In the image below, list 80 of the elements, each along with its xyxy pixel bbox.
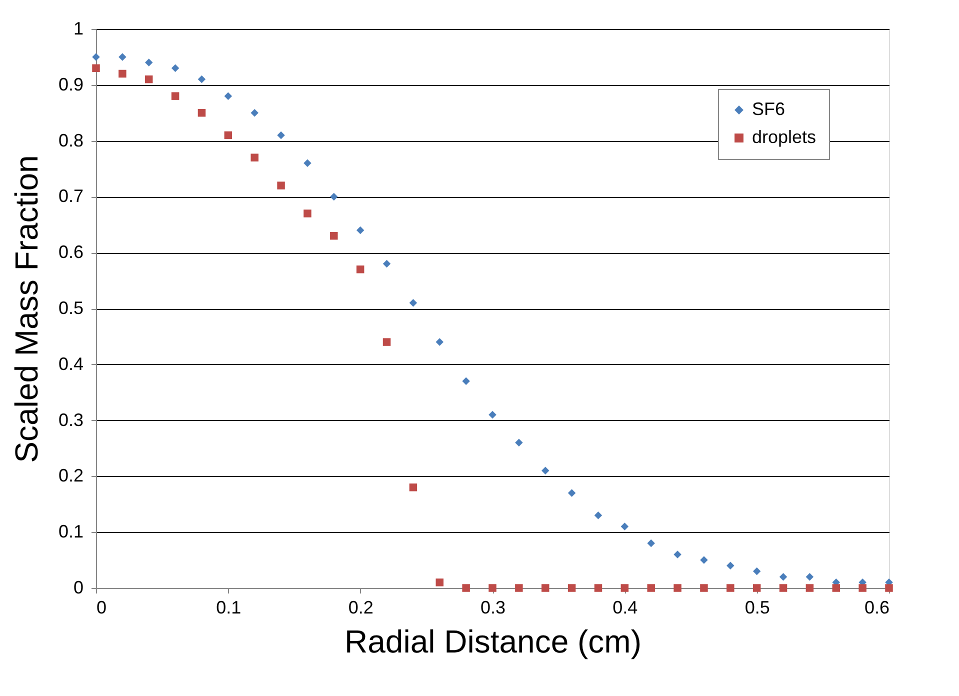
y-tick-label: 1 — [73, 18, 84, 38]
point — [171, 64, 180, 72]
y-tick-label: 0.2 — [58, 466, 84, 486]
point — [488, 410, 496, 419]
x-tick-label: 0 — [96, 598, 107, 618]
point — [674, 550, 682, 558]
y-tick-label: 0.5 — [58, 298, 84, 318]
point — [277, 131, 285, 140]
point — [198, 75, 206, 84]
point — [568, 584, 576, 592]
point — [647, 584, 655, 592]
point — [806, 572, 814, 581]
point — [541, 584, 550, 592]
point — [356, 226, 364, 234]
point — [726, 584, 734, 592]
point — [700, 584, 708, 592]
y-tick-label: 0.6 — [58, 242, 84, 262]
point — [594, 511, 602, 520]
point — [858, 584, 866, 592]
point — [171, 92, 180, 100]
x-tick-label: 0.5 — [744, 598, 770, 618]
point — [752, 584, 761, 592]
point — [488, 584, 496, 592]
point — [92, 53, 100, 61]
point — [594, 584, 602, 592]
point — [515, 438, 523, 447]
point — [144, 58, 153, 66]
point — [409, 484, 418, 492]
x-tick-label: 0.4 — [612, 598, 638, 618]
point — [806, 584, 814, 592]
point — [647, 539, 655, 548]
point — [700, 556, 708, 564]
point — [144, 75, 153, 84]
x-axis-title: Radial Distance (cm) — [344, 624, 642, 660]
y-tick-label: 0.7 — [58, 186, 84, 206]
point — [118, 70, 126, 78]
y-axis-title: Scaled Mass Fraction — [8, 155, 44, 463]
point — [779, 584, 788, 592]
y-tick-label: 0.4 — [58, 354, 84, 374]
point — [330, 192, 338, 201]
point — [674, 584, 682, 592]
point — [250, 154, 258, 162]
point — [462, 584, 470, 592]
point — [382, 260, 391, 268]
point — [515, 584, 523, 592]
point — [356, 265, 364, 274]
point — [462, 377, 470, 386]
point — [224, 131, 232, 140]
point — [832, 584, 840, 592]
point — [541, 466, 550, 474]
x-tick-label: 0.2 — [348, 598, 374, 618]
point — [620, 584, 629, 592]
point — [224, 92, 232, 100]
point — [118, 53, 126, 61]
point — [304, 159, 312, 168]
point — [752, 567, 761, 576]
point — [250, 108, 258, 117]
y-tick-label: 0.8 — [58, 130, 84, 150]
point — [726, 562, 734, 570]
y-tick-label: 0.1 — [58, 522, 84, 542]
point — [436, 338, 444, 346]
point — [198, 108, 206, 117]
point — [409, 299, 418, 307]
y-tick-label: 0.3 — [58, 410, 84, 430]
x-tick-label: 0.6 — [864, 598, 890, 618]
legend-label: droplets — [752, 127, 816, 147]
point — [277, 182, 285, 190]
point — [304, 210, 312, 218]
y-tick-label: 0 — [73, 578, 84, 598]
legend-label: SF6 — [752, 99, 786, 119]
point — [620, 522, 629, 530]
point — [568, 489, 576, 497]
point — [779, 572, 788, 581]
point — [382, 338, 391, 346]
point — [436, 578, 444, 586]
x-tick-label: 0.1 — [216, 598, 242, 618]
x-tick-label: 0.3 — [480, 598, 506, 618]
y-tick-label: 0.9 — [58, 74, 84, 94]
point — [330, 232, 338, 240]
point — [92, 64, 100, 72]
